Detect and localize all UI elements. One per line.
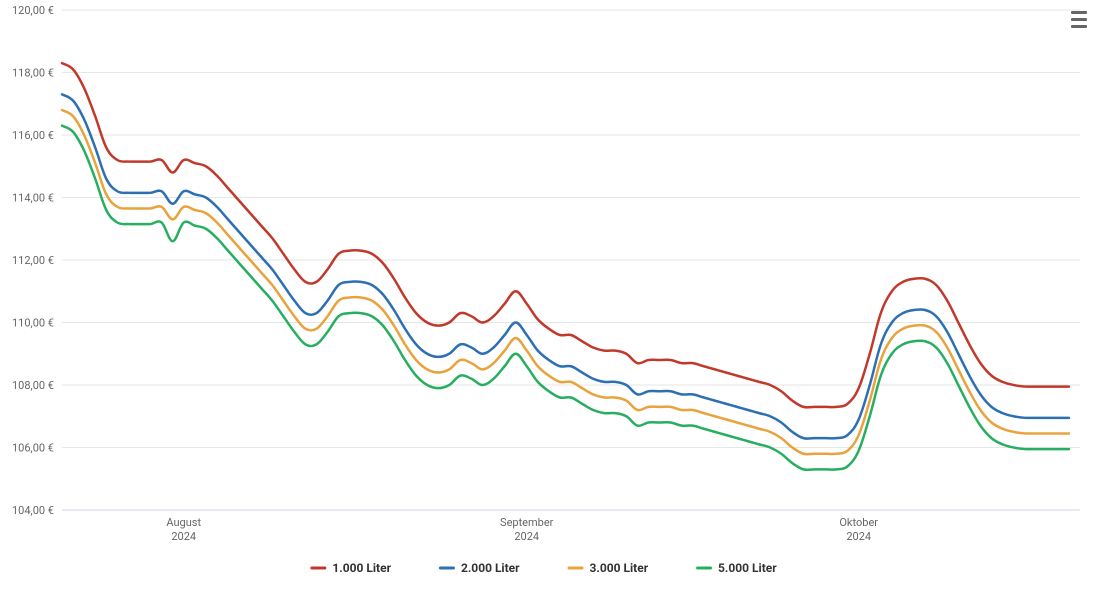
svg-text:120,00 €: 120,00 € [12,4,54,17]
svg-text:Oktober: Oktober [839,516,878,529]
x-axis-tick: September2024 [500,516,554,543]
svg-text:August: August [166,516,201,529]
x-axis-tick: August2024 [166,516,201,543]
y-axis-tick: 112,00 € [12,254,54,267]
svg-text:106,00 €: 106,00 € [12,442,54,455]
legend-item[interactable]: 3.000 Liter [568,561,649,575]
y-axis-tick: 106,00 € [12,442,54,455]
legend-marker [310,567,326,570]
chart-menu-button[interactable] [1067,8,1091,30]
legend-label: 3.000 Liter [590,561,649,575]
svg-text:114,00 €: 114,00 € [12,192,54,205]
svg-text:110,00 €: 110,00 € [12,317,54,330]
chart-canvas: 104,00 € 106,00 € 108,00 € 110,00 € 112,00 €… [0,0,1105,602]
svg-text:108,00 €: 108,00 € [12,379,54,392]
x-axis-tick: Oktober2024 [839,516,878,543]
svg-text:2024: 2024 [171,530,196,543]
legend-item[interactable]: 2.000 Liter [439,561,520,575]
y-axis-tick: 116,00 € [12,129,54,142]
series-line-s4 [62,126,1069,470]
legend-label: 2.000 Liter [461,561,520,575]
legend-label: 1.000 Liter [332,561,391,575]
svg-text:2024: 2024 [846,530,871,543]
svg-text:2024: 2024 [514,530,539,543]
series-line-s2 [62,94,1069,438]
legend-label: 5.000 Liter [718,561,777,575]
svg-text:104,00 €: 104,00 € [12,504,54,517]
y-axis-tick: 108,00 € [12,379,54,392]
series-line-s3 [62,110,1069,454]
svg-text:118,00 €: 118,00 € [12,67,54,80]
y-axis-tick: 118,00 € [12,67,54,80]
svg-text:116,00 €: 116,00 € [12,129,54,142]
svg-text:112,00 €: 112,00 € [12,254,54,267]
legend-item[interactable]: 1.000 Liter [310,561,391,575]
legend-marker [696,567,712,570]
y-axis-tick: 110,00 € [12,317,54,330]
legend-marker [568,567,584,570]
legend-marker [439,567,455,570]
legend-item[interactable]: 5.000 Liter [696,561,777,575]
chart-legend: 1.000 Liter 2.000 Liter 3.000 Liter 5.000 L… [310,561,777,575]
y-axis-tick: 120,00 € [12,4,54,17]
y-axis-tick: 104,00 € [12,504,54,517]
y-axis-tick: 114,00 € [12,192,54,205]
svg-text:September: September [500,516,554,529]
price-chart: 104,00 € 106,00 € 108,00 € 110,00 € 112,00 €… [0,0,1105,602]
